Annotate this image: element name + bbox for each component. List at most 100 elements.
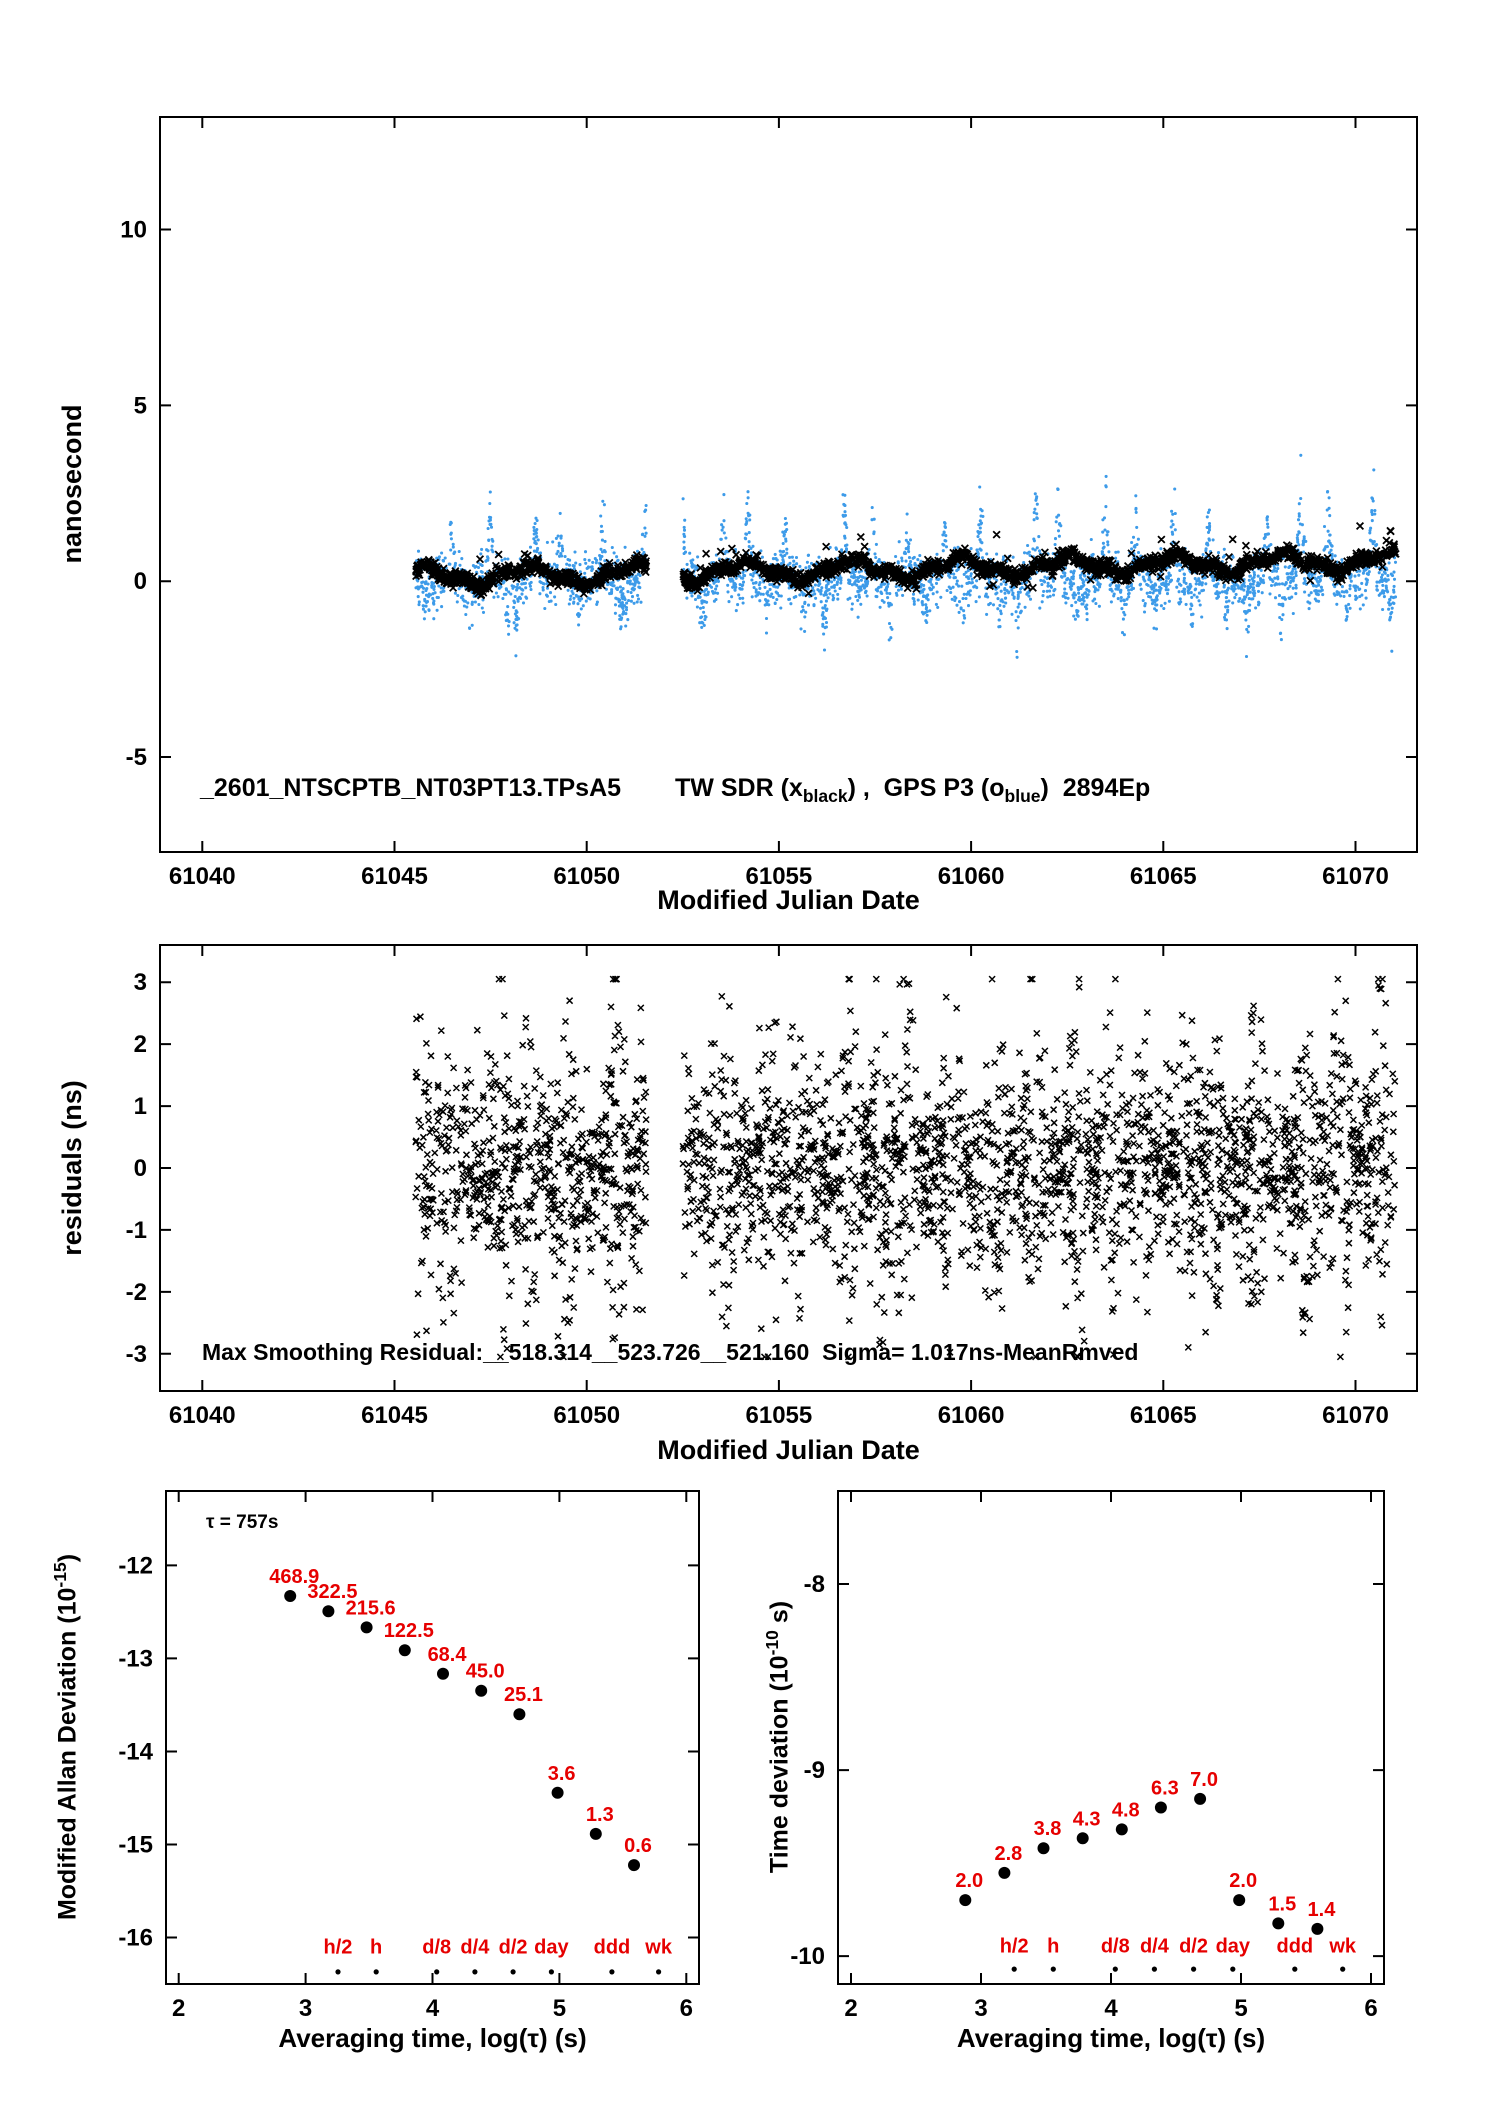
plot-frame: [165, 1490, 700, 1985]
data-point: [1115, 1823, 1128, 1836]
data-point: [1233, 1894, 1246, 1907]
point-value-label: 1.3: [586, 1804, 614, 1826]
series-tw-sdr-black-x: [412, 521, 1400, 600]
tau-mark-label: day: [534, 1936, 569, 1958]
data-point: [322, 1605, 335, 1618]
x-tick-label: 3: [299, 1995, 312, 2022]
x-tick-label: 6: [680, 1995, 693, 2022]
plot-frame: [837, 1490, 1385, 1985]
y-tick-label: -14: [118, 1738, 153, 1765]
chart-tdev: 2 3 4 5 6 -8 -9 -10 2.0 2.8 3.8 4.3 4.8 6.3 7.0 2.0 1.5 1…: [790, 1490, 1385, 2022]
point-value-label: 45.0: [466, 1661, 505, 1683]
tau-mark-dot: [656, 1969, 662, 1975]
tau-mark-dot: [434, 1969, 440, 1975]
axis-ticks: [160, 117, 1417, 852]
data-point: [1272, 1917, 1285, 1930]
x-tick-label: 61060: [938, 1402, 1005, 1429]
title-dataset-name: _2601_NTSCPTB_NT03PT13.TPsA5: [200, 774, 622, 802]
axis-ticks: [166, 1491, 699, 1984]
x-tick-label: 61040: [169, 863, 236, 890]
data-point: [628, 1859, 640, 1872]
tdev-ylabel: Time deviation (10-10 s): [757, 1437, 793, 2037]
point-value-label: 1.4: [1308, 1899, 1337, 1921]
point-value-label: 2.0: [955, 1870, 983, 1892]
tau-mark-dot: [1191, 1966, 1197, 1972]
x-tick-label: 2: [844, 1995, 857, 2022]
point-value-label: 322.5: [307, 1581, 357, 1603]
tau-mark-dot: [335, 1969, 341, 1975]
y-tick-label: 2: [134, 1031, 147, 1058]
y-tick-label: -3: [126, 1341, 147, 1368]
x-tick-label: 4: [426, 1995, 440, 2022]
series-residuals-black-x: [412, 975, 1399, 1361]
data-point: [1311, 1922, 1324, 1935]
x-tick-label: 61065: [1130, 1402, 1197, 1429]
data-point: [589, 1827, 602, 1840]
data-point: [437, 1667, 449, 1680]
point-value-label: 215.6: [346, 1597, 396, 1619]
tau-mark-dot: [1050, 1966, 1056, 1972]
chart-mdev: 2 3 4 5 6 -12 -13 -14 -15 -16 468.9322.5215.6122.5…: [118, 1490, 700, 2022]
axis-ticks: [838, 1491, 1384, 1984]
tau-mark-label: h/2: [1000, 1935, 1029, 1957]
tau-mark-dot: [1011, 1966, 1017, 1972]
tau-mark-dot: [609, 1969, 615, 1975]
y-tick-label: 3: [134, 969, 147, 996]
x-tick-label: 5: [553, 1995, 566, 2022]
x-tick-label: 61045: [361, 863, 428, 890]
x-tick-label: 61050: [553, 863, 620, 890]
y-tick-label: -16: [118, 1924, 153, 1951]
ylabel-part: Modified Allan Deviation (10: [53, 1587, 82, 1921]
tau-mark-label: wk: [644, 1936, 673, 1958]
tau-mark-dot: [1112, 1966, 1118, 1972]
y-tick-label: -1: [126, 1217, 147, 1244]
tau-mark-label: h: [370, 1936, 382, 1958]
chart-tw-gps: 61040 61045 61050 61055 61060 61065 61070 -5 0 5 1…: [120, 116, 1418, 890]
title-suffix: ) 2894Ep: [1040, 774, 1151, 802]
y-tick-label: -5: [126, 744, 147, 771]
data-point: [360, 1621, 373, 1634]
tau-mark-dot: [472, 1969, 478, 1975]
data-point: [475, 1684, 488, 1697]
data-point: [959, 1894, 972, 1907]
data-point: [1037, 1842, 1050, 1855]
x-tick-label: 5: [1234, 1995, 1247, 2022]
data-point: [551, 1786, 564, 1799]
tau-mark-label: ddd: [594, 1936, 631, 1958]
title-sub-black: black: [802, 786, 848, 806]
plot-frame: [159, 116, 1418, 853]
x-tick-label: 61060: [938, 863, 1005, 890]
y-tick-label: -8: [804, 1571, 825, 1598]
point-value-label: 3.8: [1034, 1818, 1062, 1840]
chart-residuals: 61040 61045 61050 61055 61060 61065 61070 -3 -2 -…: [126, 944, 1418, 1429]
x-tick-label: 61045: [361, 1402, 428, 1429]
x-tick-label: 61065: [1130, 863, 1197, 890]
ylabel-part: ): [53, 1553, 82, 1563]
tau-mark-label: d/2: [499, 1936, 528, 1958]
tau-mark-label: d/2: [1179, 1935, 1208, 1957]
point-value-label: 122.5: [384, 1620, 434, 1642]
x-tick-label: 61055: [746, 863, 813, 890]
residuals-xlabel: Modified Julian Date: [657, 1435, 920, 1465]
tau-mark-label: day: [1216, 1935, 1251, 1957]
data-point: [284, 1590, 297, 1602]
title-tw-sdr: TW SDR (x: [675, 774, 803, 802]
tau-mark-label: d/4: [1140, 1935, 1170, 1957]
data-point: [1154, 1801, 1167, 1814]
top-chart-xlabel: Modified Julian Date: [657, 885, 920, 915]
ylabel-part: s): [765, 1600, 794, 1631]
x-tick-label: 61070: [1322, 1402, 1389, 1429]
point-value-label: 2.8: [994, 1843, 1022, 1865]
y-tick-label: -15: [118, 1831, 153, 1858]
axis-ticks: [160, 945, 1417, 1391]
tau-mark-dot: [1230, 1966, 1236, 1972]
y-tick-label: 0: [134, 568, 147, 595]
ylabel-part: -10: [762, 1630, 782, 1656]
data-point: [398, 1644, 411, 1657]
y-tick-label: 5: [134, 392, 147, 419]
point-value-label: 1.5: [1268, 1893, 1296, 1915]
y-tick-label: -10: [790, 1943, 825, 1970]
y-tick-label: -2: [126, 1279, 147, 1306]
